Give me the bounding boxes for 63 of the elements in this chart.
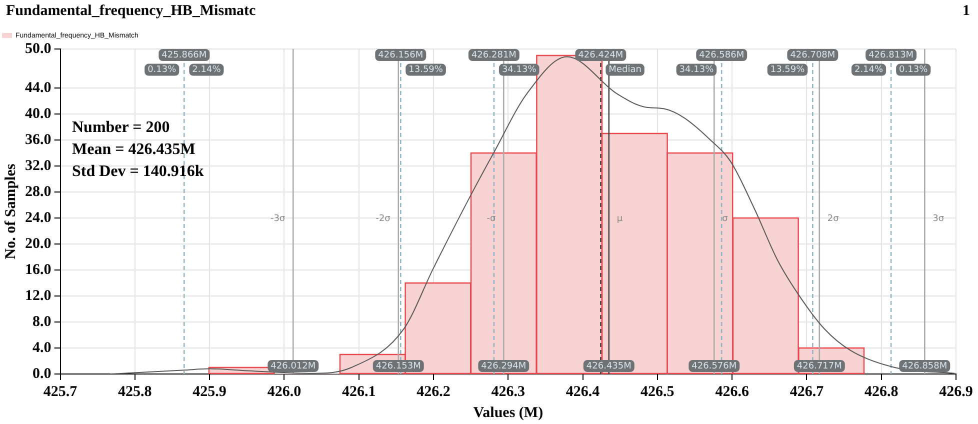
x-tick-label: 426.7	[790, 384, 824, 400]
ref-line-label: 426.586M	[699, 50, 744, 60]
x-tick-label: 426.1	[342, 384, 376, 400]
y-tick-label: 40.0	[25, 106, 52, 122]
ref-line-label: 426.012M	[270, 361, 316, 372]
y-tick-label: 44.0	[25, 80, 52, 96]
chart-title: Fundamental_frequency_HB_Mismatc	[6, 3, 256, 20]
y-tick-label: 36.0	[25, 132, 52, 148]
annotation: Std Dev = 140.916k	[72, 162, 204, 182]
annotation: 13.59%	[770, 65, 806, 76]
ref-line-label: 426.294M	[481, 361, 526, 372]
ref-line-label: 426.156M	[378, 50, 424, 60]
ref-line-label: 425.866M	[162, 50, 207, 60]
x-tick-label: 426.4	[566, 384, 600, 400]
annotation: 2σ	[827, 214, 840, 224]
annotation: -2σ	[376, 214, 391, 224]
annotation: Median	[608, 65, 642, 76]
ref-line-label: 426.708M	[790, 50, 836, 60]
ref-line-label: 426.717M	[796, 361, 842, 372]
annotation: 34.13%	[679, 65, 714, 76]
annotation: Mean = 426.435M	[72, 140, 196, 160]
x-tick-label: 426.9	[939, 384, 973, 400]
annotation: -σ	[486, 214, 496, 224]
y-tick-label: 50.0	[25, 40, 52, 57]
x-tick-label: 425.8	[118, 384, 152, 400]
y-tick-label: 28.0	[25, 184, 52, 200]
x-tick-label: 425.9	[192, 384, 226, 400]
ref-line-label: 426.858M	[902, 361, 948, 372]
x-tick-label: 426.0	[267, 384, 302, 400]
y-tick-label: 24.0	[25, 210, 52, 226]
y-axis-title: No. of Samples	[2, 164, 19, 260]
x-axis-title: Values (M)	[473, 404, 544, 421]
ref-line-label: 426.281M	[471, 50, 516, 60]
annotation: 0.13%	[148, 65, 177, 76]
text: 1	[962, 3, 970, 20]
ref-line-label: 426.813M	[868, 50, 914, 60]
y-tick-label: 4.0	[32, 340, 52, 356]
y-tick-label: 12.0	[25, 288, 52, 304]
ref-line-label: 426.424M	[578, 50, 624, 60]
ref-line-label: 426.435M	[586, 361, 632, 372]
annotation: σ	[722, 214, 728, 224]
y-tick-label: 0.0	[32, 366, 52, 382]
ref-line-label: 426.576M	[692, 361, 737, 372]
x-tick-label: 426.2	[416, 384, 450, 400]
y-tick-label: 8.0	[32, 314, 52, 330]
annotation: μ	[616, 214, 623, 224]
annotation: 3σ	[932, 214, 944, 224]
y-tick-label: 16.0	[25, 262, 52, 278]
y-tick-label: 20.0	[25, 236, 52, 252]
x-tick-label: 426.8	[864, 384, 898, 400]
annotation: 2.14%	[192, 65, 222, 76]
x-tick-label: 426.5	[640, 384, 674, 400]
y-tick-label: 32.0	[25, 158, 52, 174]
annotation: Number = 200	[72, 118, 171, 138]
annotation: 34.13%	[502, 65, 537, 76]
x-tick-label: 426.3	[491, 384, 525, 400]
ref-line-label: 426.153M	[376, 361, 421, 372]
annotation: 0.13%	[899, 65, 928, 76]
annotation: 13.59%	[408, 65, 444, 76]
annotation: 2.14%	[854, 65, 884, 76]
x-tick-label: 426.6	[715, 384, 750, 400]
x-tick-label: 425.7	[43, 384, 78, 400]
annotation: -3σ	[270, 214, 286, 224]
